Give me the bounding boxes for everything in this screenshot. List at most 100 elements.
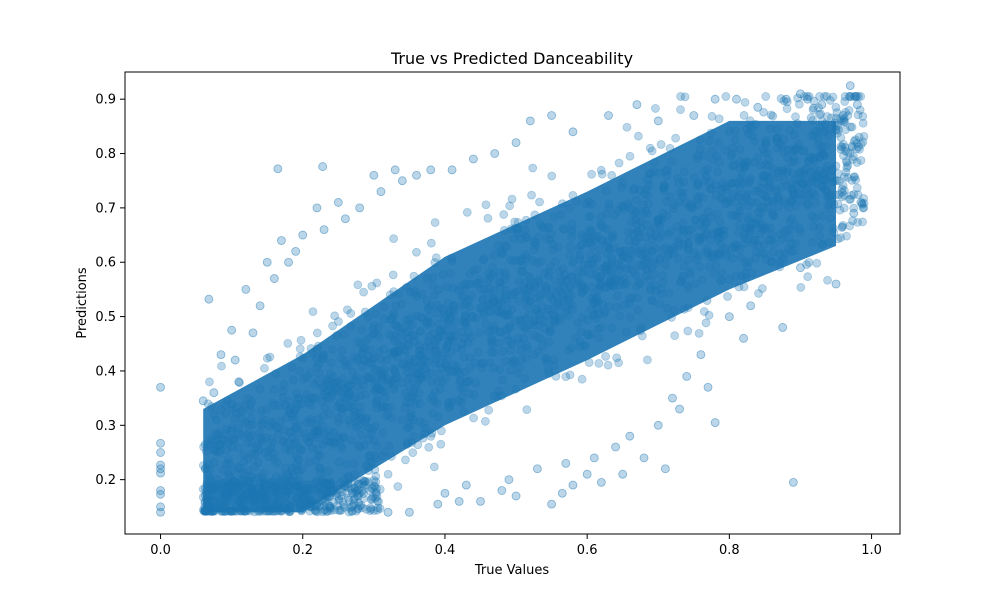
scatter-point [736, 174, 745, 184]
scatter-point [514, 296, 523, 306]
scatter-point [417, 360, 427, 369]
scatter-point [401, 398, 411, 408]
scatter-point [368, 484, 377, 494]
scatter-point [618, 469, 628, 479]
scatter-point [422, 318, 431, 327]
scatter-point [701, 218, 711, 228]
scatter-point [521, 215, 531, 225]
scatter-point [234, 443, 243, 453]
scatter-point [680, 92, 690, 102]
scatter-point [442, 354, 452, 364]
scatter-point [320, 497, 330, 507]
scatter-point [698, 233, 708, 243]
scatter-point [577, 268, 587, 278]
scatter-point [447, 256, 457, 266]
scatter-point [319, 411, 328, 421]
scatter-point [649, 256, 658, 265]
scatter-point [351, 423, 361, 432]
scatter-point [424, 350, 434, 360]
scatter-point [743, 261, 752, 271]
scatter-point [294, 475, 304, 485]
scatter-point [530, 210, 540, 220]
scatter-point [731, 210, 741, 220]
scatter-point [631, 206, 641, 216]
scatter-point [320, 429, 330, 439]
scatter-point [356, 500, 366, 510]
scatter-point [597, 221, 606, 231]
scatter-point [690, 215, 700, 225]
scatter-point [327, 437, 336, 447]
scatter-point [201, 506, 211, 516]
scatter-point [629, 209, 638, 219]
scatter-point [485, 284, 495, 294]
scatter-point [313, 341, 323, 351]
scatter-point [373, 394, 383, 404]
scatter-point [412, 311, 421, 321]
scatter-point [341, 214, 350, 224]
scatter-point [668, 243, 678, 252]
scatter-point [736, 253, 746, 262]
scatter-point [823, 131, 833, 140]
scatter-point [348, 501, 358, 511]
scatter-point [805, 190, 815, 200]
scatter-point [805, 152, 815, 162]
scatter-point [440, 359, 450, 368]
scatter-point [779, 227, 789, 236]
scatter-point [241, 418, 250, 428]
scatter-point [255, 301, 265, 311]
scatter-point [220, 507, 230, 516]
scatter-point [214, 428, 224, 438]
scatter-point [668, 204, 678, 214]
scatter-point [337, 484, 346, 493]
scatter-point [760, 160, 770, 170]
scatter-point [601, 262, 611, 272]
scatter-point [459, 383, 469, 393]
scatter-point [673, 238, 683, 248]
scatter-point [782, 153, 792, 163]
scatter-point [232, 506, 242, 516]
scatter-point [507, 194, 517, 204]
scatter-point [624, 227, 633, 237]
scatter-point [263, 486, 273, 496]
scatter-point [284, 478, 294, 488]
scatter-point [431, 345, 441, 355]
scatter-point [549, 317, 559, 327]
scatter-point [404, 381, 414, 391]
scatter-point [594, 245, 604, 255]
scatter-point [733, 191, 743, 201]
scatter-point [201, 446, 211, 456]
scatter-point [811, 126, 820, 136]
scatter-point [353, 491, 362, 501]
scatter-point [663, 165, 672, 174]
scatter-point [544, 291, 554, 301]
scatter-point [257, 504, 266, 514]
scatter-point [457, 392, 467, 402]
scatter-point [559, 225, 569, 234]
scatter-point [522, 341, 531, 351]
scatter-point [371, 366, 381, 375]
scatter-point [716, 232, 726, 242]
scatter-point [528, 163, 538, 173]
scatter-point [592, 253, 602, 263]
scatter-point [522, 324, 531, 334]
scatter-point [839, 203, 849, 213]
scatter-point [709, 253, 718, 263]
scatter-point [242, 506, 251, 516]
scatter-point [326, 369, 335, 379]
scatter-point [283, 504, 293, 514]
scatter-point [278, 494, 288, 504]
scatter-point [281, 489, 291, 499]
scatter-point [437, 426, 446, 436]
scatter-point [259, 485, 269, 495]
scatter-point [669, 249, 679, 259]
scatter-point [799, 169, 809, 178]
scatter-point [795, 227, 805, 237]
scatter-point [536, 334, 545, 344]
scatter-point [441, 373, 451, 383]
scatter-point [616, 261, 626, 271]
scatter-point [584, 224, 594, 234]
scatter-point [702, 228, 712, 238]
scatter-point [366, 486, 375, 496]
scatter-point [244, 476, 253, 486]
scatter-point [365, 458, 375, 467]
